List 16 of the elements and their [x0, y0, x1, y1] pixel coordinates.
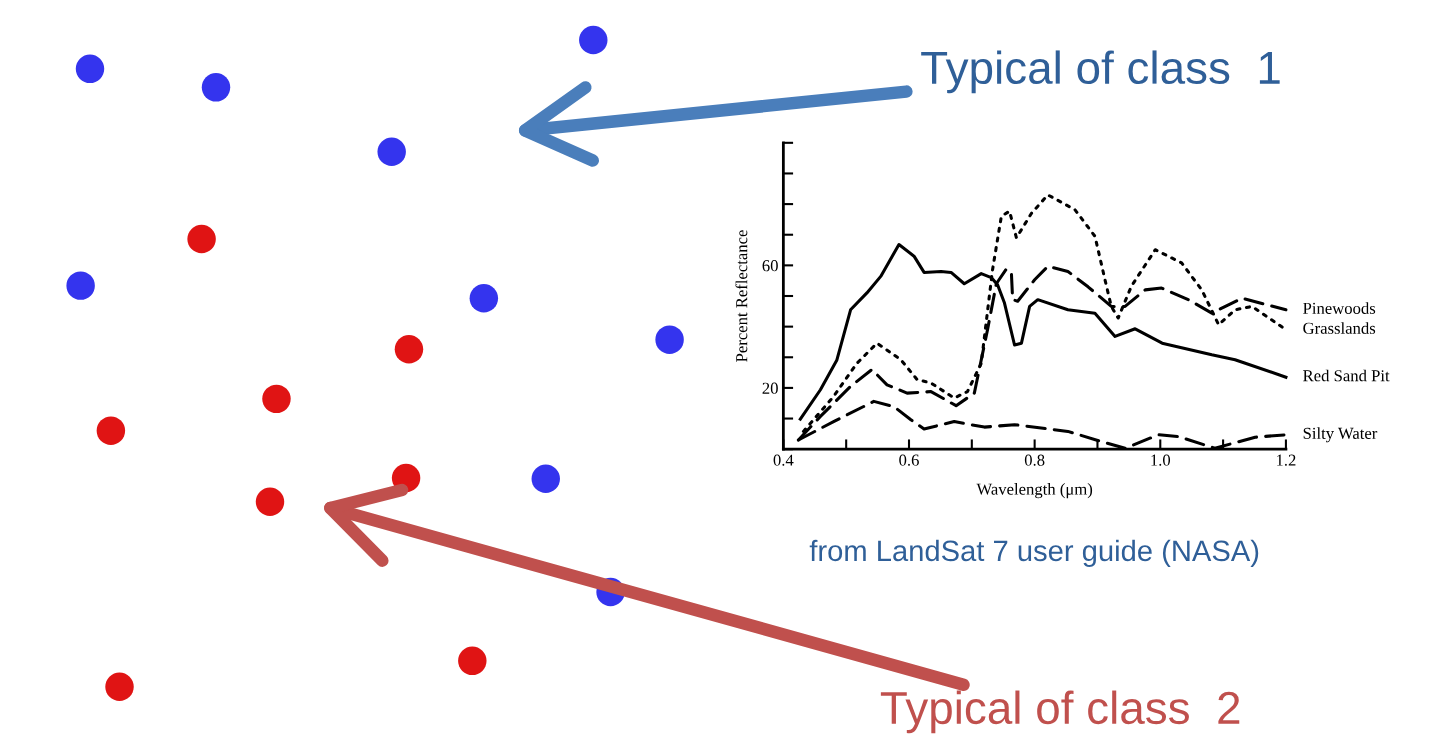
x-axis-title: Wavelength (μm) — [976, 483, 1093, 499]
series-label: Red Sand Pit — [1303, 369, 1390, 382]
text: Typical of class 1 — [921, 50, 1280, 94]
text: Typical of class 2 — [880, 690, 1240, 734]
y-tick-label: 20 — [762, 382, 778, 394]
x-tick-label: 1.2 — [1276, 454, 1296, 466]
text: from LandSat 7 user guide (NASA) — [809, 539, 1259, 567]
series-label: Pinewoods — [1303, 302, 1376, 314]
x-tick-label: 0.6 — [899, 454, 919, 466]
x-tick-label: 0.8 — [1024, 454, 1045, 466]
x-tick-label: 1.0 — [1151, 454, 1171, 466]
y-axis-title: Percent Reflectance — [735, 230, 748, 362]
series-label: Silty Water — [1303, 427, 1378, 443]
y-tick-label: 60 — [762, 260, 778, 272]
series-label: Grasslands — [1303, 322, 1376, 334]
x-tick-label: 0.4 — [773, 454, 794, 466]
